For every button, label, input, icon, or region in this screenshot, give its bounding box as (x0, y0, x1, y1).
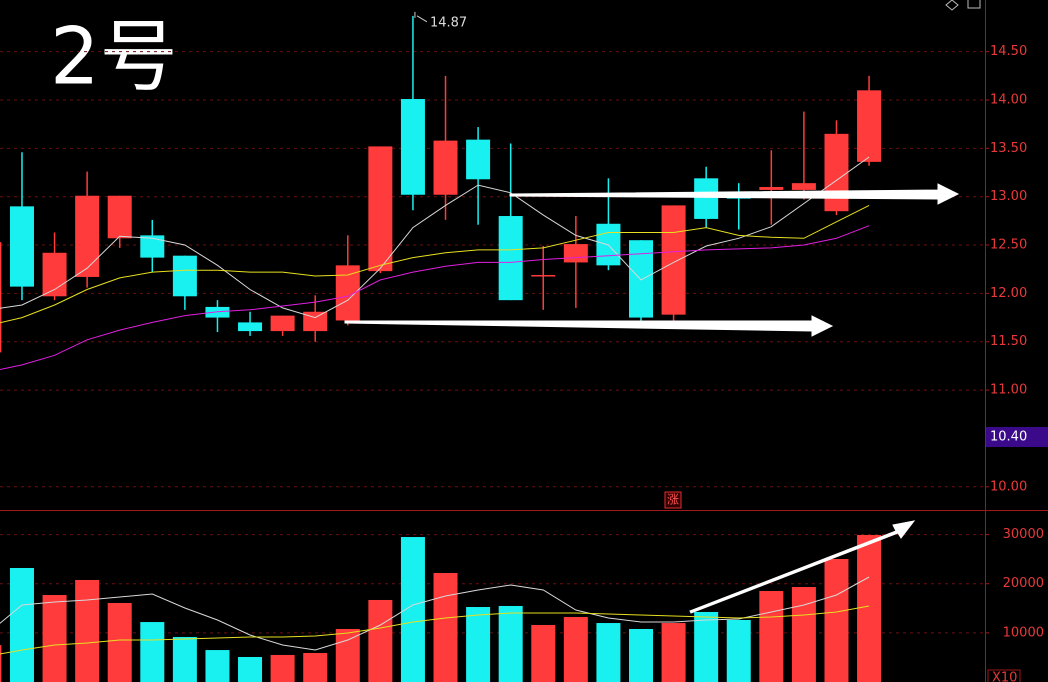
volume-bar (172, 636, 197, 682)
volume-bar (629, 628, 653, 682)
volume-bar (270, 654, 295, 682)
y-tick-label: 13.00 (990, 189, 1027, 204)
y-tick-label: 11.00 (990, 383, 1027, 398)
volume-bar (596, 623, 621, 682)
ma-line (0, 204, 870, 324)
ma-line (0, 156, 870, 319)
volume-bar (791, 587, 816, 682)
candle-body (107, 195, 132, 239)
volume-bar (433, 573, 458, 682)
y-tick-label: 14.00 (990, 92, 1027, 107)
cursor-label: 10.40 (990, 430, 1027, 445)
ma-line (0, 225, 870, 370)
volume-bar (466, 607, 491, 682)
y-tick-label: 10000 (1003, 625, 1044, 640)
candle-body (75, 195, 100, 277)
volume-bar (238, 656, 263, 682)
arrow-low (344, 315, 834, 337)
volume-bar (661, 623, 686, 682)
unit-label: X10 (992, 671, 1017, 682)
volume-bar (9, 567, 34, 682)
candle-body (824, 133, 849, 212)
volume-bar (694, 611, 719, 682)
candle-body (759, 187, 784, 190)
high-label: 14.87 (430, 15, 467, 30)
annotations: 14.87 10.40 涨 X10 (344, 11, 1048, 682)
y-tick-label: 11.50 (990, 334, 1027, 349)
candle-body (694, 178, 719, 219)
volume-bar (531, 624, 556, 682)
toolbar-icons (945, 0, 981, 11)
cursor-box (986, 427, 1048, 447)
volume-bar (563, 616, 588, 682)
candle-body (400, 99, 425, 195)
volume-bar (335, 628, 360, 682)
volume-bar (42, 595, 67, 682)
volume-bar (400, 537, 425, 682)
candle-body (0, 242, 2, 353)
marker-box (664, 491, 682, 509)
icon-diamond (945, 0, 959, 11)
candle-body (498, 216, 523, 301)
y-tick-label: 13.50 (990, 141, 1027, 156)
volume-bar (498, 605, 523, 682)
y-tick-label: 10.00 (990, 479, 1027, 494)
volume-bar (303, 653, 328, 682)
chart-title: 2号 (50, 12, 178, 102)
icon-box (967, 0, 981, 9)
volume-bar (726, 619, 751, 682)
marker-label: 涨 (667, 492, 679, 507)
unit-box (987, 669, 1021, 682)
candle-body (368, 146, 393, 272)
arrow (344, 183, 960, 614)
candle-body (466, 139, 491, 180)
y-tick-label: 12.50 (990, 238, 1027, 253)
candle-body (140, 235, 165, 258)
volume-bar (0, 645, 2, 682)
candle-body (563, 244, 588, 263)
candle-body (335, 265, 360, 321)
volume-bar (140, 622, 165, 682)
candle-body (629, 240, 653, 318)
volume-bar (759, 590, 784, 682)
grid: 10.00 11.00 11.50 12.00 12.50 13.00 13.50 14.00… (0, 44, 1044, 640)
volume-bar (824, 558, 849, 682)
candle-body (857, 90, 882, 162)
candle-body (270, 315, 295, 332)
volume-bar (205, 650, 230, 682)
candle-body (172, 255, 197, 297)
ma-line (0, 576, 870, 651)
y-tick-label: 30000 (1003, 527, 1044, 542)
high-pointer (414, 11, 428, 23)
arrow-high (509, 183, 960, 205)
candle-body (791, 183, 816, 190)
y-tick-label: 14.50 (990, 44, 1027, 59)
candle-body (303, 311, 328, 332)
candle-body (238, 322, 263, 332)
candle-body (433, 140, 458, 195)
volume-bar (368, 599, 393, 682)
candle-body (531, 275, 556, 277)
ma-line (0, 605, 870, 655)
arrow-volume (689, 520, 916, 614)
y-tick-label: 20000 (1003, 576, 1044, 591)
candle-body (661, 205, 686, 315)
volume-bar (107, 602, 132, 682)
marks (0, 15, 882, 682)
volume-bar (75, 579, 100, 682)
y-tick-label: 12.00 (990, 286, 1027, 301)
volume-bar (857, 535, 882, 682)
candle-body (9, 206, 34, 287)
